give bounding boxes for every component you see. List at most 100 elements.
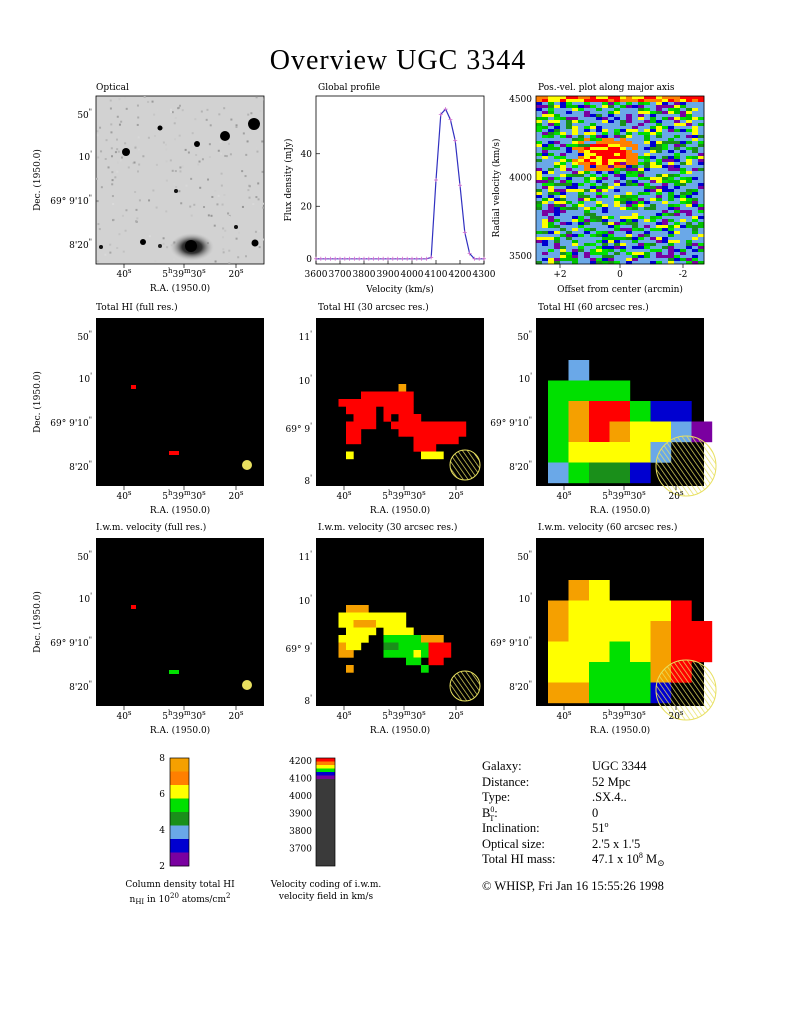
vel-cell (589, 662, 610, 683)
profile-point (419, 256, 424, 261)
pv-cell (614, 120, 621, 124)
pv-cell (698, 243, 705, 247)
pv-cell (644, 207, 651, 211)
pv-cell (554, 258, 561, 262)
profile-point (453, 138, 458, 143)
pv-cell (620, 201, 627, 205)
pv-cell (668, 165, 675, 169)
pv-cell (668, 180, 675, 184)
pv-cell (572, 135, 579, 139)
pv-cell (584, 111, 591, 115)
pv-cell (614, 183, 621, 187)
pv-cell (668, 135, 675, 139)
pv-cell (596, 105, 603, 109)
pv-cell (608, 186, 615, 190)
pv-cell (560, 213, 567, 217)
pv-cell (668, 171, 675, 175)
pv-cell (608, 210, 615, 214)
x-tick-label: 3800 (353, 270, 376, 280)
pv-cell (566, 102, 573, 106)
pv-cell (608, 174, 615, 178)
pv-cell (548, 138, 555, 142)
pv-cell (626, 123, 633, 127)
pv-cell (644, 102, 651, 106)
hi-cell (421, 436, 429, 445)
pv-cell (698, 114, 705, 118)
pv-cell (620, 228, 627, 232)
pv-cell (590, 219, 597, 223)
vel-cell (436, 635, 444, 643)
pv-cell (566, 138, 573, 142)
hi-cell (589, 421, 610, 443)
pv-cell (668, 123, 675, 127)
vel-cell (383, 620, 392, 628)
pv-cell (668, 162, 675, 166)
pv-cell (608, 246, 615, 250)
vel-cell (353, 605, 362, 613)
vel-cell (413, 642, 422, 651)
hi-full-panel: Total HI (full res.) (96, 302, 264, 486)
pv-cell (698, 159, 705, 163)
info-value: 52 Mpc (592, 775, 631, 789)
pv-cell (602, 186, 609, 190)
pv-cell (686, 96, 693, 100)
pv-cell (560, 153, 567, 157)
pv-cell (692, 228, 699, 232)
dec-tick-label: 8' (304, 694, 312, 707)
pv-cell (692, 252, 699, 256)
y-tick-label: 4000 (509, 174, 532, 184)
pv-cell (602, 249, 609, 253)
pv-cell (662, 156, 669, 160)
dec-tick-label: 8'20" (69, 680, 92, 693)
pv-cell (578, 153, 585, 157)
pv-cell (620, 213, 627, 217)
pv-cell (644, 105, 651, 109)
pv-cell (554, 234, 561, 238)
pv-cell (608, 117, 615, 121)
pv-cell (662, 222, 669, 226)
pv-cell (686, 219, 693, 223)
pv-cell (548, 162, 555, 166)
pv-cell (572, 168, 579, 172)
pv-cell (584, 183, 591, 187)
pv-cell (596, 132, 603, 136)
pv-cell (686, 189, 693, 193)
dec-tick-label: 69° 9' (286, 422, 313, 435)
pv-cell (572, 195, 579, 199)
pv-cell (674, 240, 681, 244)
pv-cell (620, 126, 627, 130)
vel-60-panel: I.w.m. velocity (60 arcsec res.) (536, 522, 717, 721)
vel-cell (609, 621, 631, 642)
pv-cell (638, 123, 645, 127)
pv-cell (680, 246, 687, 250)
pv-cell (638, 150, 645, 154)
cb1-caption2: nHI in 1020 atoms/cm2 (130, 892, 231, 906)
pv-cell (668, 213, 675, 217)
vel-cell (398, 612, 407, 621)
pv-cell (632, 186, 639, 190)
hi-cell (338, 399, 347, 407)
pv-cell (548, 222, 555, 226)
pv-cell (608, 120, 615, 124)
pv-cell (548, 126, 555, 130)
pv-cell (650, 228, 657, 232)
pv-cell (668, 153, 675, 157)
pv-cell (548, 258, 555, 262)
pv-cell (656, 147, 663, 151)
hi-cell (630, 401, 651, 422)
vel-cell (368, 620, 377, 628)
pv-cell (698, 177, 705, 181)
pv-cell (584, 138, 591, 142)
pv-cell (674, 111, 681, 115)
hi-cell (413, 421, 422, 430)
pv-cell (602, 192, 609, 196)
pv-cell (566, 150, 573, 154)
pv-cell (620, 162, 627, 166)
pv-cell (668, 150, 675, 154)
pv-cell (662, 171, 669, 175)
pv-cell (584, 246, 591, 250)
pv-cell (578, 105, 585, 109)
pv-cell (662, 255, 669, 259)
dec-tick-label: 10' (299, 594, 312, 607)
pv-cell (626, 237, 633, 241)
